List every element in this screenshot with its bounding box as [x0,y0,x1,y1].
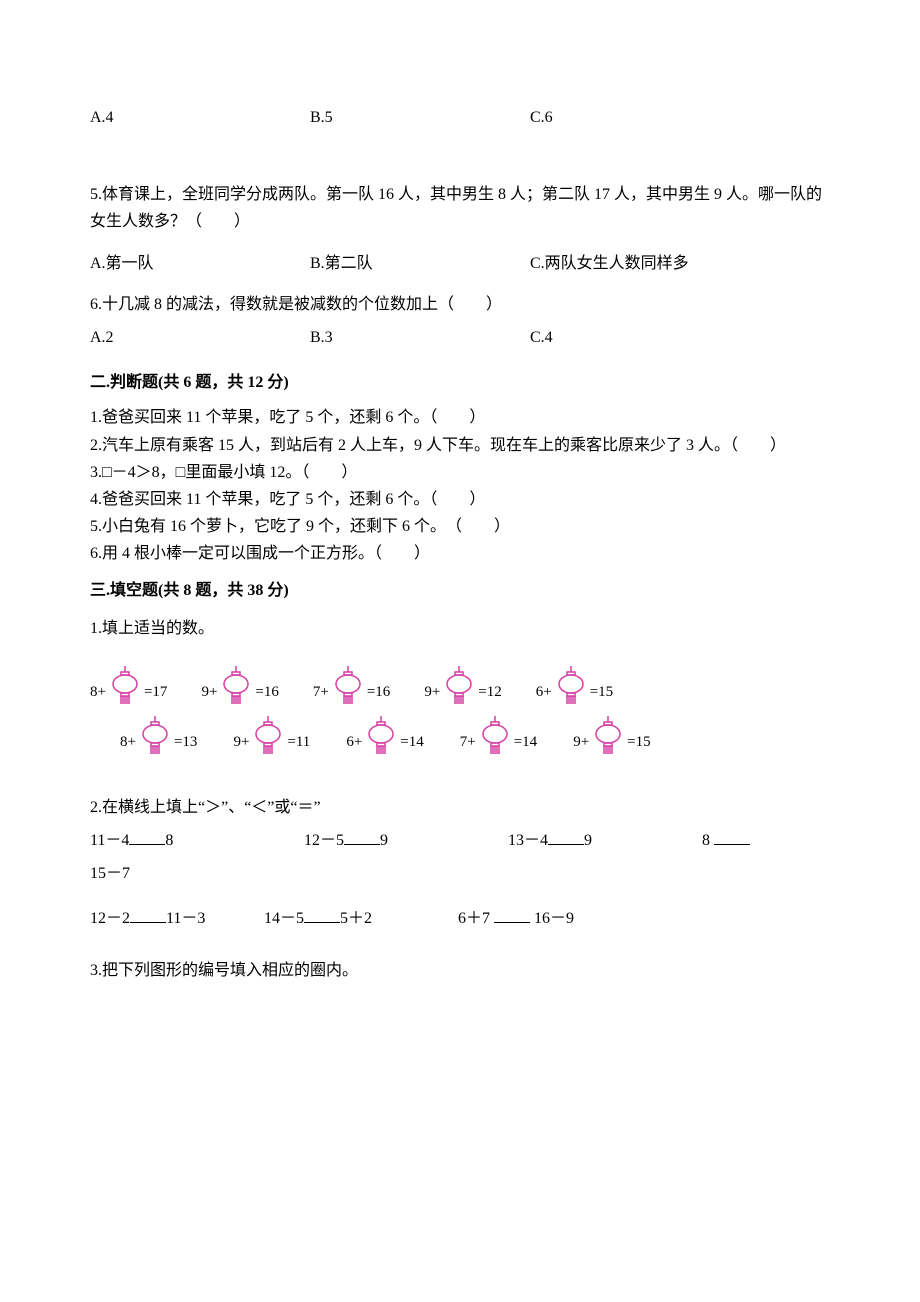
q6-option-c: C.4 [530,324,553,351]
q5-text: 5.体育课上，全班同学分成两队。第一队 16 人，其中男生 8 人；第二队 17… [90,181,830,235]
lantern-cell: 9+ =16 [201,666,278,706]
lantern-cell: 6+ =14 [346,716,423,756]
cmp-left: 12－5 [304,832,344,849]
lantern-pre: 9+ [233,730,249,756]
cmp-left: 13－4 [508,832,548,849]
q5-option-a: A.第一队 [90,250,310,277]
lantern-post: =15 [590,680,613,706]
section2-head: 二.判断题(共 6 题，共 12 分) [90,369,830,396]
lantern-row1: 8+ =17 9+ =16 7+ =16 9+ =12 6+ =15 [90,666,830,706]
lantern-cell: 9+ =15 [573,716,650,756]
lantern-pre: 9+ [201,680,217,706]
compare-expr: 12－5 9 [304,827,504,854]
lantern-icon [219,666,253,706]
blank [129,828,165,845]
compare-expr: 14－5 5＋2 [264,905,454,932]
compare-row1b: 15－7 [90,860,830,887]
lantern-post: =16 [255,680,278,706]
section3-head: 三.填空题(共 8 题，共 38 分) [90,577,830,604]
lantern-pre: 9+ [424,680,440,706]
cmp-right: 9 [380,832,388,849]
compare-expr: 6＋7 16－9 [458,905,574,932]
lantern-cell: 6+ =15 [536,666,613,706]
compare-row1: 11－4 8 12－5 9 13－4 9 8 [90,827,830,854]
lantern-cell: 7+ =14 [460,716,537,756]
cmp-right: 5＋2 [340,910,372,927]
s2-item2: 2.汽车上原有乘客 15 人，到站后有 2 人上车，9 人下车。现在车上的乘客比… [90,432,830,459]
lantern-post: =14 [514,730,537,756]
lantern-cell: 7+ =16 [313,666,390,706]
blank [494,906,530,923]
blank [344,828,380,845]
lantern-icon [554,666,588,706]
lantern-icon [108,666,142,706]
compare-row2: 12－2 11－3 14－5 5＋2 6＋7 16－9 [90,905,830,932]
s2-item4: 4.爸爸买回来 11 个苹果，吃了 5 个，还剩 6 个。（ ） [90,486,830,513]
lantern-post: =12 [478,680,501,706]
compare-expr: 12－2 11－3 [90,905,260,932]
q6-text: 6.十几减 8 的减法，得数就是被减数的个位数加上（ ） [90,291,830,318]
cmp-right: 15－7 [90,865,130,882]
q6-option-a: A.2 [90,324,310,351]
blank [548,828,584,845]
q4-option-a: A.4 [90,104,310,131]
q4-option-b: B.5 [310,104,530,131]
q6-option-b: B.3 [310,324,530,351]
lantern-icon [331,666,365,706]
compare-expr: 8 [702,827,750,854]
s2-item5: 5.小白兔有 16 个萝卜，它吃了 9 个，还剩下 6 个。 （ ） [90,513,830,540]
lantern-row2: 8+ =13 9+ =11 6+ =14 7+ =14 9+ =15 [90,716,830,756]
cmp-right: 11－3 [166,910,205,927]
cmp-right: 8 [165,832,173,849]
blank [714,828,750,845]
blank [304,906,340,923]
lantern-post: =11 [287,730,310,756]
lantern-pre: 7+ [313,680,329,706]
compare-expr: 13－4 9 [508,827,698,854]
lantern-post: =15 [627,730,650,756]
lantern-pre: 6+ [536,680,552,706]
lantern-cell: 8+ =13 [120,716,197,756]
q6-options: A.2 B.3 C.4 [90,324,830,351]
lantern-post: =13 [174,730,197,756]
cmp-left: 6＋7 [458,910,490,927]
lantern-post: =17 [144,680,167,706]
lantern-icon [251,716,285,756]
lantern-post: =14 [400,730,423,756]
lantern-pre: 8+ [90,680,106,706]
lantern-pre: 8+ [120,730,136,756]
lantern-icon [442,666,476,706]
lantern-pre: 7+ [460,730,476,756]
blank [130,906,166,923]
s3-q2: 2.在横线上填上“＞”、“＜”或“＝” [90,794,830,821]
lantern-cell: 8+ =17 [90,666,167,706]
cmp-left: 8 [702,832,710,849]
lantern-icon [138,716,172,756]
cmp-left: 14－5 [264,910,304,927]
q5-options: A.第一队 B.第二队 C.两队女生人数同样多 [90,250,830,277]
cmp-left: 11－4 [90,832,129,849]
lantern-pre: 9+ [573,730,589,756]
lantern-icon [364,716,398,756]
q4-options: A.4 B.5 C.6 [90,104,830,131]
lantern-cell: 9+ =11 [233,716,310,756]
q5-option-c: C.两队女生人数同样多 [530,250,689,277]
q4-option-c: C.6 [530,104,553,131]
cmp-right: 16－9 [534,910,574,927]
s3-q3: 3.把下列图形的编号填入相应的圈内。 [90,957,830,984]
compare-expr: 11－4 8 [90,827,300,854]
s2-item1: 1.爸爸买回来 11 个苹果，吃了 5 个，还剩 6 个。（ ） [90,404,830,431]
s3-q1: 1.填上适当的数。 [90,615,830,642]
cmp-left: 12－2 [90,910,130,927]
lantern-pre: 6+ [346,730,362,756]
lantern-cell: 9+ =12 [424,666,501,706]
q5-option-b: B.第二队 [310,250,530,277]
lantern-icon [591,716,625,756]
s2-item6: 6.用 4 根小棒一定可以围成一个正方形。（ ） [90,540,830,567]
s2-item3: 3.□－4＞8，□里面最小填 12。（ ） [90,459,830,486]
cmp-right: 9 [584,832,592,849]
lantern-icon [478,716,512,756]
lantern-post: =16 [367,680,390,706]
